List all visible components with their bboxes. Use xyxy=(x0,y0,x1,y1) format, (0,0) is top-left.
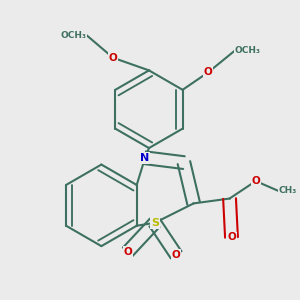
Text: O: O xyxy=(123,247,132,257)
Text: N: N xyxy=(140,153,150,163)
Text: O: O xyxy=(109,53,117,63)
Text: S: S xyxy=(151,218,159,228)
Text: OCH₃: OCH₃ xyxy=(61,31,87,40)
Text: O: O xyxy=(172,250,181,260)
Text: O: O xyxy=(227,232,236,242)
Text: O: O xyxy=(204,67,213,77)
Text: O: O xyxy=(251,176,260,186)
Text: OCH₃: OCH₃ xyxy=(234,46,260,56)
Text: CH₃: CH₃ xyxy=(278,186,296,195)
